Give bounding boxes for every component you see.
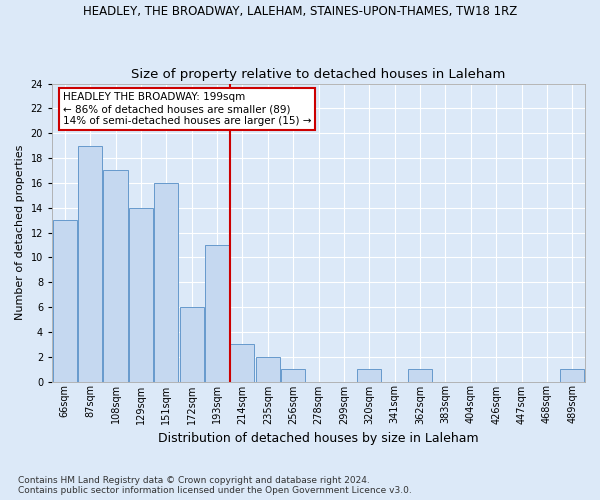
Bar [230,344,254,382]
Y-axis label: Number of detached properties: Number of detached properties [15,145,25,320]
Bar [205,245,229,382]
Text: HEADLEY THE BROADWAY: 199sqm
← 86% of detached houses are smaller (89)
14% of se: HEADLEY THE BROADWAY: 199sqm ← 86% of de… [63,92,311,126]
Title: Size of property relative to detached houses in Laleham: Size of property relative to detached ho… [131,68,506,81]
Bar [154,183,178,382]
Bar [560,369,584,382]
Bar [357,369,382,382]
Bar [256,356,280,382]
Bar [408,369,432,382]
Bar [78,146,102,382]
X-axis label: Distribution of detached houses by size in Laleham: Distribution of detached houses by size … [158,432,479,445]
Bar [179,307,204,382]
Bar [53,220,77,382]
Text: HEADLEY, THE BROADWAY, LALEHAM, STAINES-UPON-THAMES, TW18 1RZ: HEADLEY, THE BROADWAY, LALEHAM, STAINES-… [83,5,517,18]
Bar [281,369,305,382]
Text: Contains HM Land Registry data © Crown copyright and database right 2024.
Contai: Contains HM Land Registry data © Crown c… [18,476,412,495]
Bar [103,170,128,382]
Bar [129,208,153,382]
